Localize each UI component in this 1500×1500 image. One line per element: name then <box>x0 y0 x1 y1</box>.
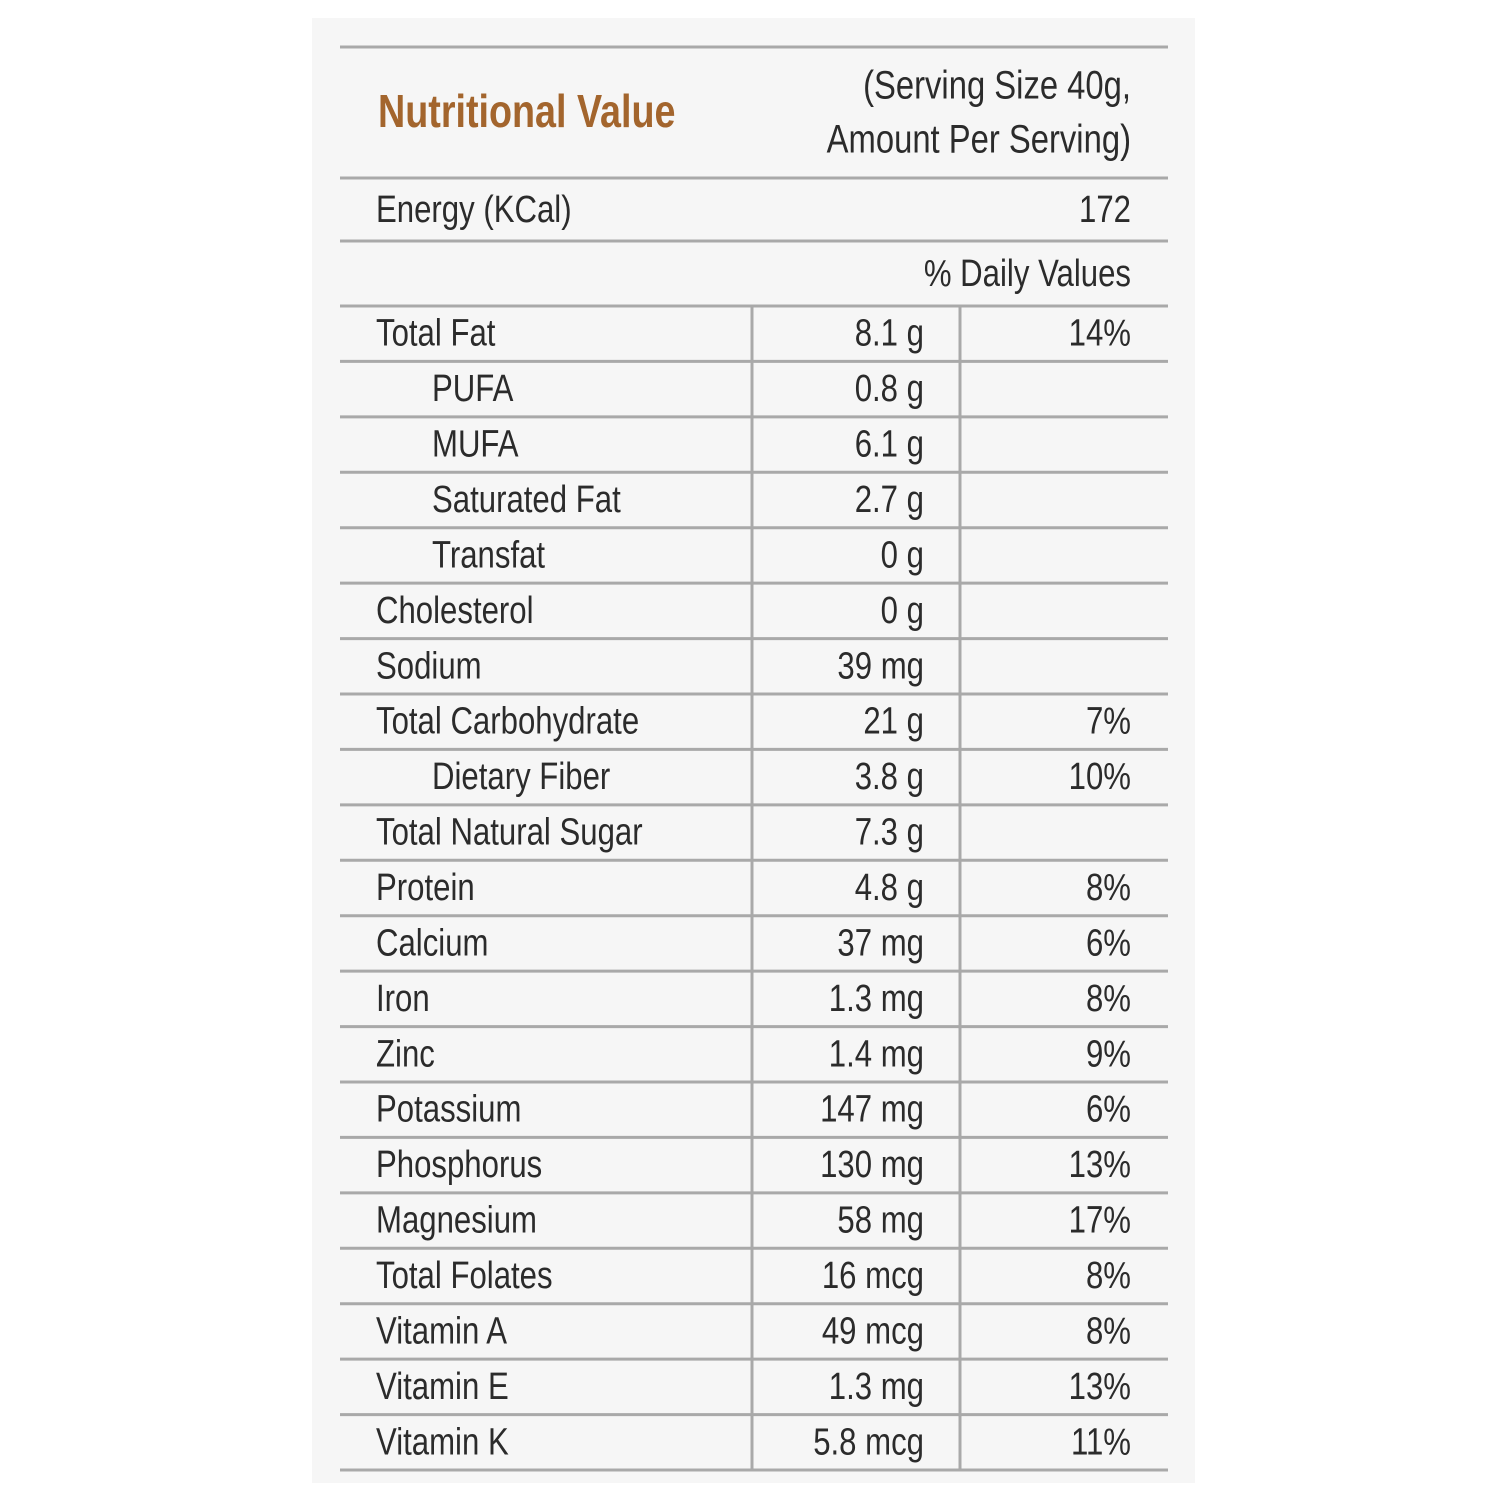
amount: 39 mg <box>837 646 924 688</box>
nutrient-name: Vitamin K <box>376 1422 509 1464</box>
amount: 37 mg <box>837 923 924 965</box>
nutrient-name: Total Fat <box>376 313 496 355</box>
nutrient-name: Total Folates <box>376 1255 553 1297</box>
serving-line: (Serving Size 40g, <box>863 62 1131 107</box>
daily-value: 14% <box>1069 313 1131 355</box>
daily-value: 13% <box>1069 1144 1131 1186</box>
amount: 8.1 g <box>855 313 924 355</box>
amount: 1.3 mg <box>829 1366 924 1408</box>
nutrient-name: Total Carbohydrate <box>376 701 639 743</box>
daily-value: 13% <box>1069 1366 1131 1408</box>
nutrient-name: Magnesium <box>376 1200 537 1242</box>
daily-value: 7% <box>1086 701 1131 743</box>
nutrient-name: Potassium <box>376 1089 521 1131</box>
amount: 3.8 g <box>855 756 924 798</box>
nutrient-name: PUFA <box>432 368 514 410</box>
daily-value: 6% <box>1086 923 1131 965</box>
rules <box>340 45 1168 1472</box>
amount: 130 mg <box>820 1144 924 1186</box>
serving-line: Amount Per Serving) <box>827 116 1131 161</box>
daily-value: 8% <box>1086 1255 1131 1297</box>
amount: 2.7 g <box>855 479 924 521</box>
amount: 49 mcg <box>822 1311 924 1353</box>
daily-value: 8% <box>1086 867 1131 909</box>
daily-value: 6% <box>1086 1089 1131 1131</box>
energy-value: 172 <box>1079 189 1131 231</box>
daily-value: 8% <box>1086 1311 1131 1353</box>
amount: 0 g <box>881 535 924 577</box>
amount: 0.8 g <box>855 368 924 410</box>
daily-value: 8% <box>1086 978 1131 1020</box>
amount: 0 g <box>881 590 924 632</box>
amount: 7.3 g <box>855 812 924 854</box>
amount: 6.1 g <box>855 424 924 466</box>
daily-value: 17% <box>1069 1200 1131 1242</box>
amount: 16 mcg <box>822 1255 924 1297</box>
daily-value: 11% <box>1071 1422 1131 1464</box>
nutrient-name: Zinc <box>376 1034 435 1076</box>
nutrient-name: Protein <box>376 867 475 909</box>
daily-header: % Daily Values <box>924 253 1131 295</box>
nutrient-name: Transfat <box>432 535 545 577</box>
amount: 4.8 g <box>855 867 924 909</box>
nutrient-name: Saturated Fat <box>432 479 621 521</box>
nutrient-name: Calcium <box>376 923 489 965</box>
nutrient-name: Total Natural Sugar <box>376 812 643 854</box>
daily-value: 9% <box>1086 1034 1131 1076</box>
nutrient-name: Dietary Fiber <box>432 756 610 798</box>
nutrient-name: Iron <box>376 978 430 1020</box>
amount: 1.4 mg <box>829 1034 924 1076</box>
nutrient-name: Vitamin A <box>376 1311 508 1353</box>
nutrient-name: MUFA <box>432 424 519 466</box>
amount: 21 g <box>863 701 924 743</box>
title: Nutritional Value <box>378 86 676 137</box>
amount: 1.3 mg <box>829 978 924 1020</box>
amount: 147 mg <box>820 1089 924 1131</box>
nutrient-name: Sodium <box>376 646 482 688</box>
amount: 58 mg <box>837 1200 924 1242</box>
amount: 5.8 mcg <box>813 1422 924 1464</box>
daily-value: 10% <box>1069 756 1131 798</box>
nutrient-name: Cholesterol <box>376 590 534 632</box>
texts: Nutritional Value (Serving Size 40g, Amoun… <box>376 62 1131 1463</box>
nutrient-name: Phosphorus <box>376 1144 542 1186</box>
energy-label: Energy (KCal) <box>376 189 572 231</box>
nutrient-name: Vitamin E <box>376 1366 509 1408</box>
